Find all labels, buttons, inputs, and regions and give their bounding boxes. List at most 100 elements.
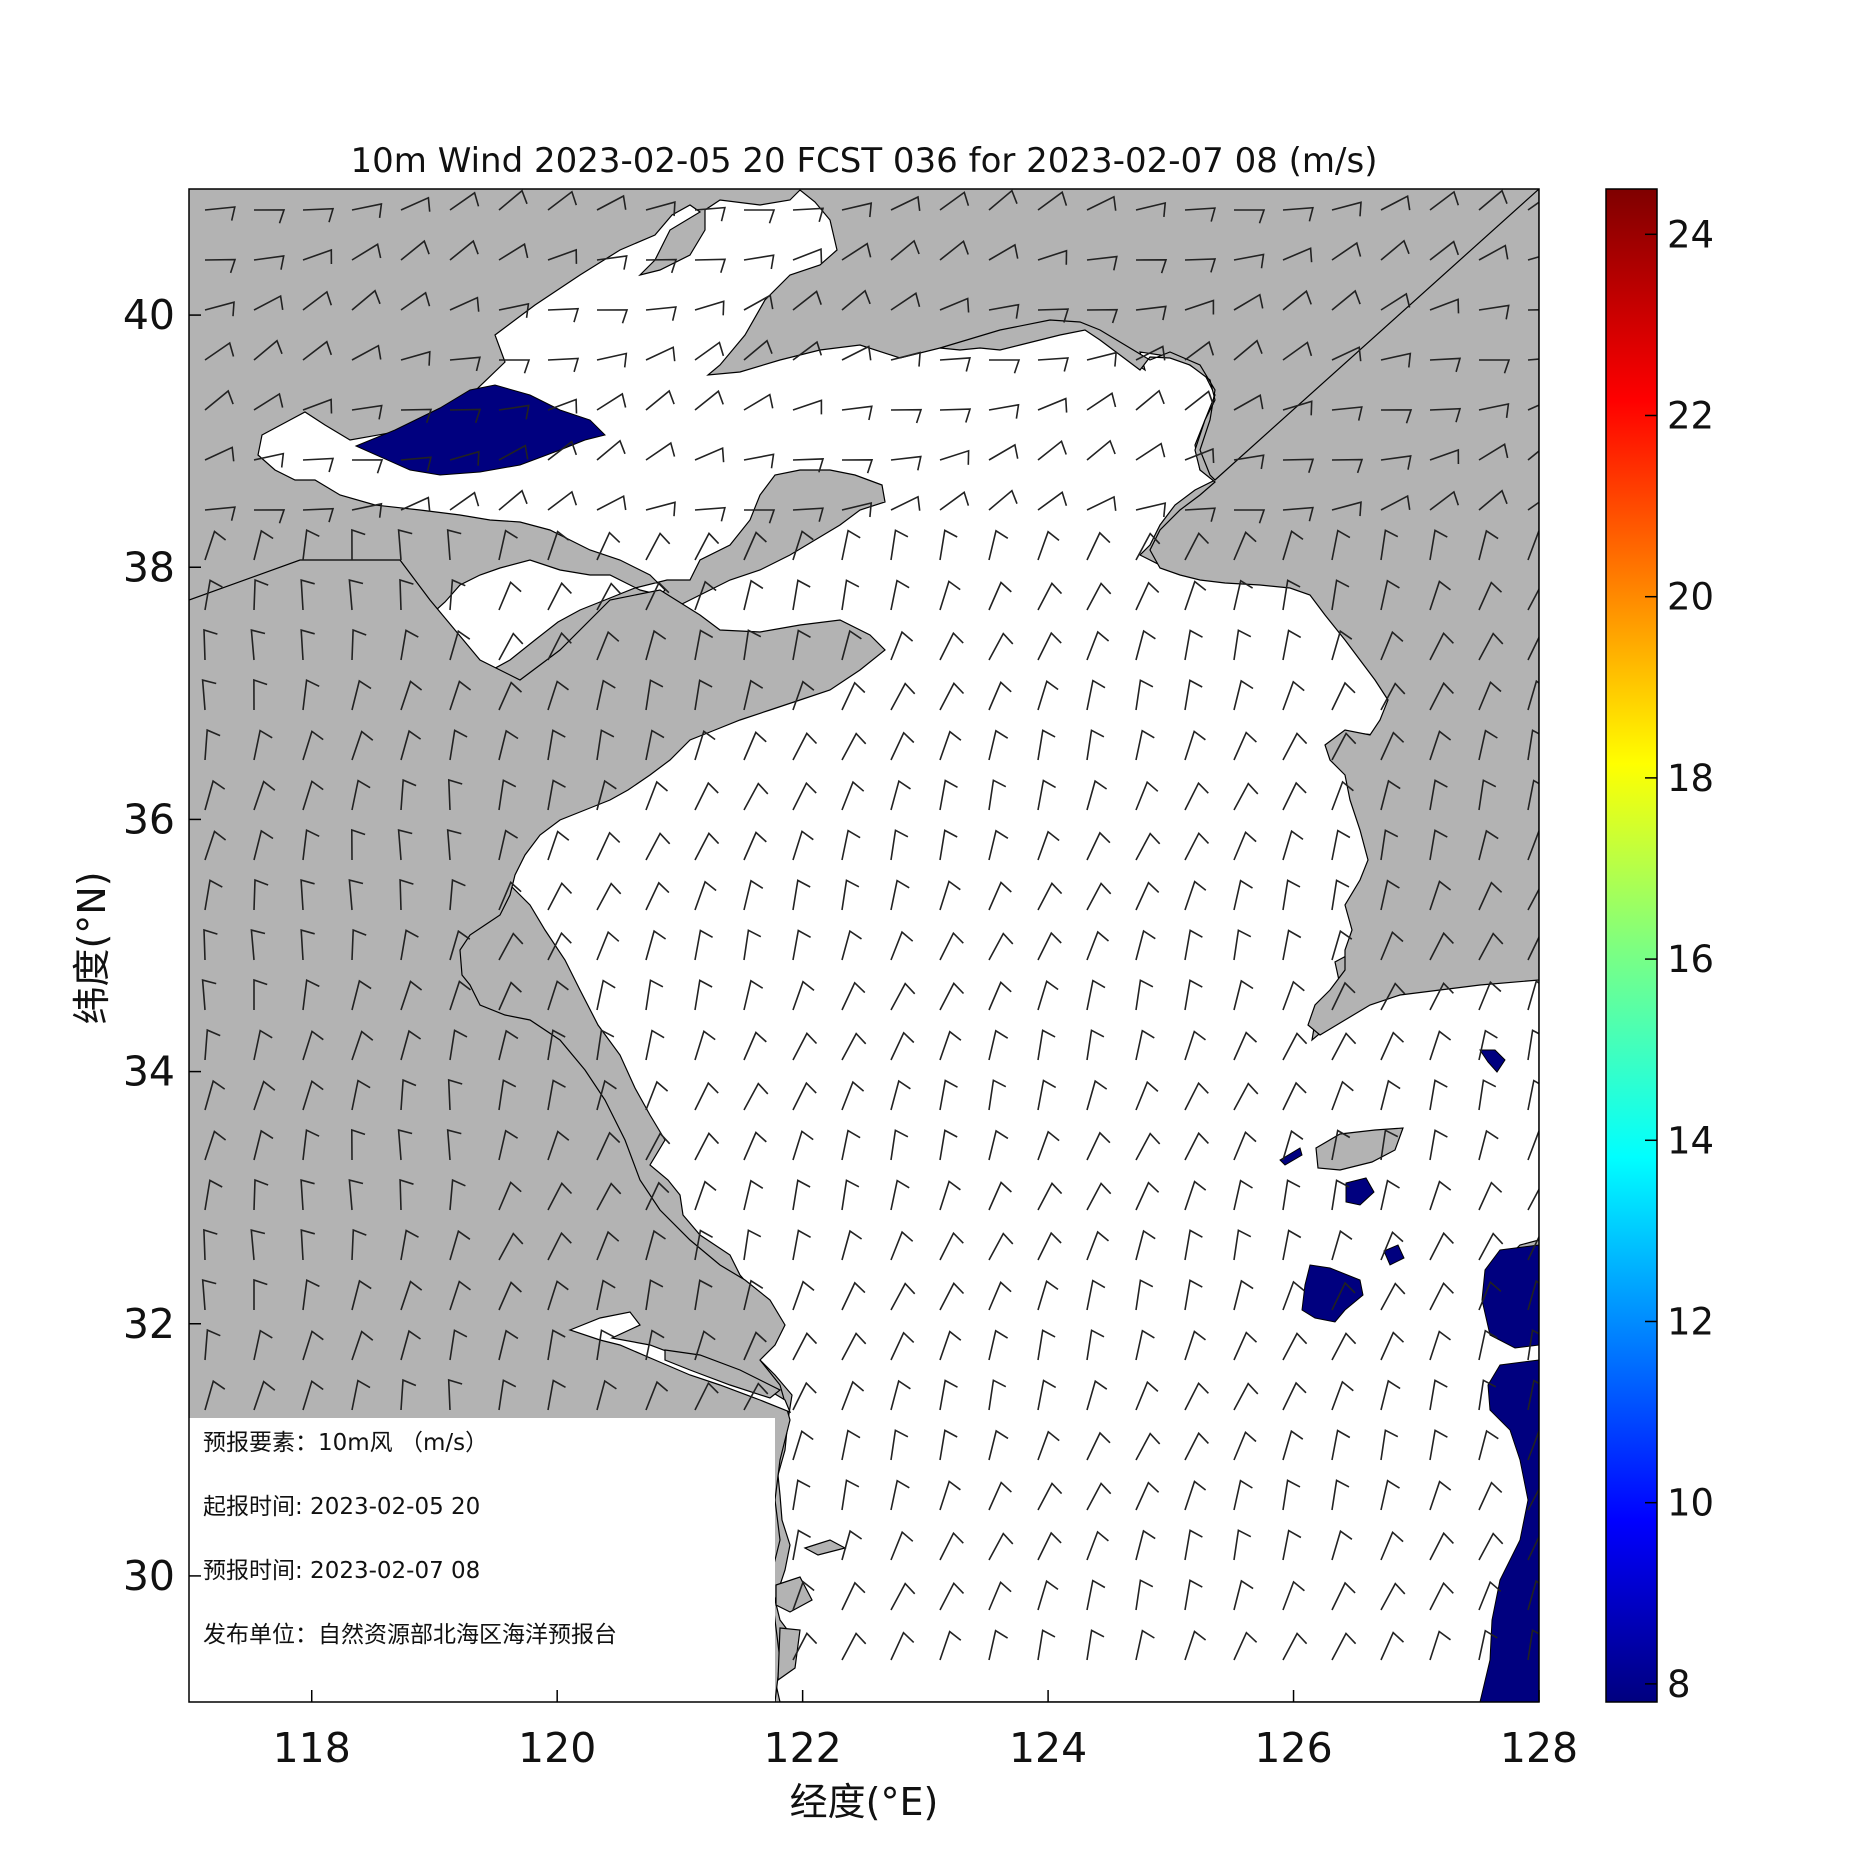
wind-barb	[645, 1080, 669, 1111]
wind-barb	[1429, 298, 1460, 314]
wind-barb	[645, 1029, 665, 1061]
wind-barb	[351, 779, 371, 811]
wind-barb	[841, 242, 872, 261]
wind-barb	[988, 443, 1019, 461]
wind-barb	[1282, 1280, 1305, 1311]
wind-barb	[1184, 679, 1203, 711]
wind-barb	[253, 1278, 268, 1310]
wind-barb	[743, 1382, 769, 1411]
wind-barb	[1135, 581, 1160, 611]
wind-barb	[890, 731, 915, 761]
wind-barb	[201, 979, 217, 1011]
wind-barb	[1233, 1279, 1254, 1311]
wind-barb	[841, 345, 872, 361]
wind-barb	[350, 828, 366, 861]
wind-barb	[939, 1129, 958, 1161]
wind-barb	[351, 628, 367, 661]
wind-barb	[596, 831, 621, 861]
wind-barb	[449, 1029, 468, 1061]
wind-barb	[1380, 930, 1404, 961]
wind-barb	[988, 1079, 1007, 1111]
wind-barb	[792, 879, 811, 911]
wind-barb	[400, 778, 417, 811]
y-tick-label: 32	[123, 1300, 175, 1348]
wind-barb	[547, 530, 570, 561]
wind-barb	[1331, 1032, 1357, 1061]
wind-barb	[939, 1531, 964, 1561]
wind-barb	[743, 1131, 767, 1161]
wind-barb	[890, 408, 923, 424]
wind-barb	[498, 829, 519, 861]
wind-barb	[399, 1178, 414, 1211]
wind-barb	[1282, 1381, 1307, 1411]
wind-barb	[1429, 981, 1454, 1011]
wind-barb	[645, 581, 670, 611]
wind-barb	[743, 393, 774, 411]
wind-barb	[1233, 1579, 1254, 1611]
wind-barb	[1086, 439, 1116, 461]
wind-barb	[447, 1378, 463, 1411]
wind-barb	[1429, 490, 1460, 511]
wind-barb	[1282, 732, 1308, 761]
wind-barb	[645, 501, 676, 517]
wind-barb	[449, 629, 471, 661]
wind-barb	[1037, 779, 1056, 811]
info-publisher: 发布单位：自然资源部北海区海洋预报台	[203, 1622, 617, 1648]
wind-barb	[1527, 587, 1539, 611]
colorbar-tick-label: 8	[1667, 1663, 1691, 1706]
wind-barb	[988, 303, 1020, 319]
wind-barb	[1037, 1231, 1062, 1261]
wind-barb	[300, 579, 315, 611]
wind-barb	[1429, 681, 1454, 711]
wind-barb	[1184, 629, 1203, 661]
wind-barb	[1527, 201, 1539, 211]
wind-barb	[498, 580, 522, 611]
wind-barb	[596, 1279, 616, 1311]
wind-barb	[645, 346, 676, 362]
wind-barb	[792, 1529, 811, 1561]
wind-barb	[1527, 1535, 1539, 1561]
wind-barb	[1380, 630, 1404, 661]
wind-barb	[1331, 1129, 1351, 1161]
wind-barb	[1478, 1580, 1502, 1611]
wind-barb	[988, 981, 1012, 1011]
wind-barb	[645, 1279, 664, 1311]
wind-barb	[890, 292, 921, 311]
wind-barb	[498, 779, 517, 811]
wind-barb	[1527, 501, 1539, 511]
wind-barb	[253, 294, 284, 311]
wind-barb	[596, 1079, 617, 1111]
wind-barb	[1429, 1129, 1448, 1161]
wind-barb	[498, 444, 529, 461]
wind-barb	[1429, 1180, 1452, 1211]
wind-barb	[1282, 341, 1313, 361]
wind-barb	[988, 1580, 1012, 1611]
wind-barb	[1037, 357, 1069, 372]
wind-barb	[1037, 1329, 1056, 1361]
wind-barb	[1429, 448, 1460, 465]
wind-barb	[1527, 635, 1539, 661]
wind-barb	[547, 1182, 573, 1211]
wind-barb	[694, 1081, 719, 1111]
wind-barb	[547, 1029, 566, 1061]
wind-barb	[645, 532, 671, 561]
wind-barb	[890, 1179, 910, 1211]
wind-barb	[1282, 1479, 1301, 1511]
wind-barb	[302, 528, 320, 561]
wind-barb	[1086, 1530, 1109, 1561]
wind-barb	[351, 1030, 374, 1061]
wind-barb	[645, 1229, 666, 1261]
wind-barb	[253, 1178, 269, 1211]
wind-barb	[890, 1479, 910, 1511]
wind-barb	[351, 528, 366, 561]
wind-barb	[596, 1230, 620, 1261]
wind-barb	[596, 1029, 615, 1061]
wind-barb	[1429, 407, 1462, 423]
wind-barb	[1086, 195, 1117, 211]
wind-barb	[1331, 346, 1362, 362]
x-tick-label: 118	[273, 1724, 351, 1772]
wind-barb	[1086, 255, 1118, 271]
x-tick-label: 126	[1254, 1724, 1332, 1772]
wind-barb	[1331, 929, 1353, 961]
wind-barb	[547, 680, 569, 711]
